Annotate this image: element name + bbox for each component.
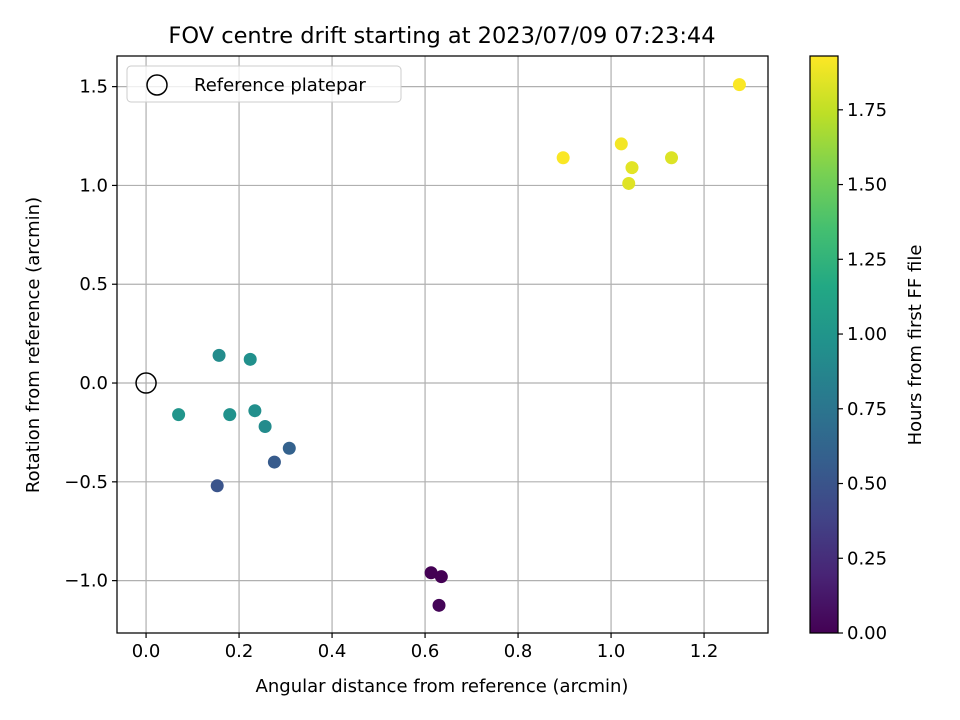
- data-point: [243, 352, 257, 366]
- x-axis-ticks: 0.0 0.2 0.4 0.6 0.8 1.0 1.2: [132, 633, 719, 662]
- data-point: [424, 566, 438, 580]
- y-axis-ticks: −1.0 −0.5 0.0 0.5 1.0 1.5: [64, 77, 117, 592]
- data-point: [432, 598, 446, 612]
- y-tick-label: −0.5: [64, 472, 108, 493]
- y-axis-label: Rotation from reference (arcmin): [23, 197, 44, 493]
- colorbar-tick-label: 1.75: [847, 100, 887, 121]
- data-point: [625, 161, 639, 175]
- data-point: [223, 408, 237, 422]
- data-point: [282, 441, 296, 455]
- data-point: [665, 151, 679, 165]
- colorbar: 0.00 0.25 0.50 0.75 1.00 1.25 1.50 1.75 Hours f…: [809, 55, 926, 644]
- data-point: [622, 176, 636, 190]
- plot-frame: [116, 55, 769, 634]
- grid: [117, 56, 768, 633]
- colorbar-tick-label: 0.75: [847, 399, 887, 420]
- legend-box: [126, 65, 402, 103]
- reference-platepar-marker: [135, 372, 157, 394]
- data-point: [732, 78, 746, 92]
- scatter-points: [135, 78, 746, 612]
- x-tick-label: 0.8: [504, 641, 533, 662]
- data-point: [556, 151, 570, 165]
- x-tick-label: 0.4: [318, 641, 347, 662]
- legend: Reference platepar: [126, 65, 402, 103]
- x-axis-label: Angular distance from reference (arcmin): [256, 676, 629, 697]
- chart-title: FOV centre drift starting at 2023/07/09 …: [168, 23, 715, 49]
- legend-marker-reference: [146, 74, 168, 96]
- data-point: [172, 408, 186, 422]
- legend-label-reference: Reference platepar: [194, 75, 366, 96]
- data-point: [614, 137, 628, 151]
- colorbar-label: Hours from first FF file: [905, 245, 926, 446]
- data-point: [267, 455, 281, 469]
- y-tick-label: 1.5: [79, 77, 108, 98]
- data-point: [434, 570, 448, 584]
- colorbar-frame: [809, 55, 839, 634]
- x-tick-label: 1.2: [690, 641, 719, 662]
- x-tick-label: 1.0: [597, 641, 626, 662]
- colorbar-gradient: [810, 56, 838, 633]
- colorbar-tick-label: 0.00: [847, 623, 887, 644]
- colorbar-tick-label: 1.50: [847, 175, 887, 196]
- y-tick-label: 0.0: [79, 373, 108, 394]
- colorbar-tick-label: 1.25: [847, 249, 887, 270]
- y-tick-label: 0.5: [79, 274, 108, 295]
- y-tick-label: 1.0: [79, 175, 108, 196]
- y-tick-label: −1.0: [64, 571, 108, 592]
- colorbar-ticks: 0.00 0.25 0.50 0.75 1.00 1.25 1.50 1.75: [838, 100, 887, 644]
- colorbar-tick-label: 0.50: [847, 474, 887, 495]
- data-point: [210, 479, 224, 493]
- colorbar-tick-label: 1.00: [847, 324, 887, 345]
- data-point: [248, 404, 262, 418]
- colorbar-tick-label: 0.25: [847, 548, 887, 569]
- data-point: [258, 420, 272, 434]
- data-point: [212, 348, 226, 362]
- x-tick-label: 0.2: [225, 641, 254, 662]
- x-tick-label: 0.6: [411, 641, 440, 662]
- x-tick-label: 0.0: [132, 641, 161, 662]
